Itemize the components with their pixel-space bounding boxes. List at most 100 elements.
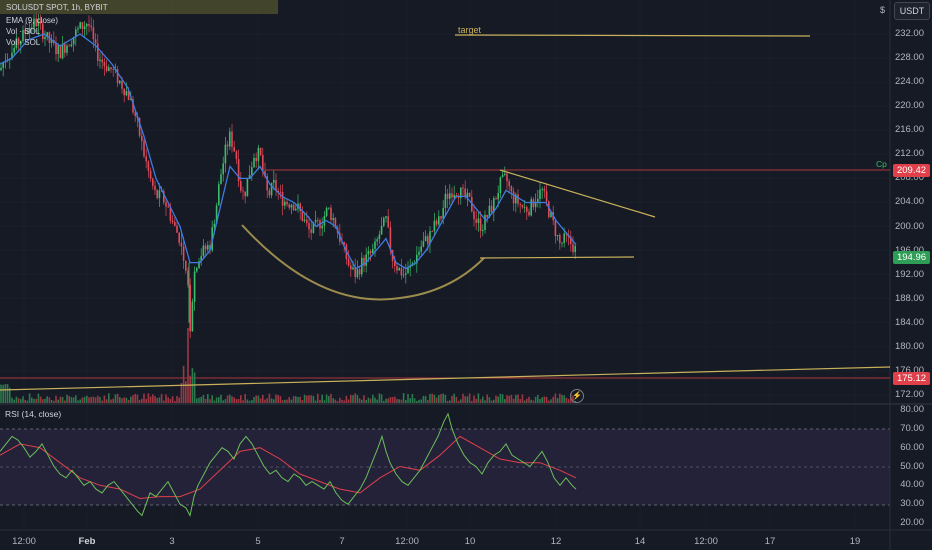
volume-legend-2[interactable]: Vol · SOL bbox=[6, 38, 41, 47]
volume-bar bbox=[4, 384, 7, 403]
volume-bar bbox=[240, 395, 242, 403]
candle-body bbox=[407, 267, 409, 274]
volume-bar bbox=[154, 396, 156, 403]
candle-body bbox=[97, 43, 99, 61]
target-annotation: target bbox=[458, 25, 482, 35]
candle-body bbox=[530, 199, 532, 216]
candle-body bbox=[207, 245, 209, 250]
candle-body bbox=[119, 80, 121, 84]
volume-bar bbox=[257, 395, 260, 403]
candle-body bbox=[332, 218, 334, 220]
volume-bar bbox=[37, 393, 40, 403]
candle-body bbox=[75, 29, 77, 37]
volume-bar bbox=[198, 397, 200, 403]
volume-bar bbox=[44, 398, 46, 403]
volume-bar bbox=[321, 394, 323, 403]
candles bbox=[0, 11, 576, 339]
candle-body bbox=[88, 24, 90, 26]
volume-bar bbox=[499, 393, 502, 403]
volume-bar bbox=[400, 399, 403, 403]
candle-body bbox=[519, 203, 521, 205]
ema-legend[interactable]: EMA (9, close) bbox=[6, 16, 59, 25]
volume-bar bbox=[185, 381, 187, 403]
candle-body bbox=[347, 258, 350, 266]
currency-button[interactable]: USDT bbox=[894, 2, 930, 20]
candle-body bbox=[268, 190, 271, 196]
candle-body bbox=[244, 191, 246, 197]
candle-body bbox=[70, 44, 73, 47]
candle-body bbox=[224, 144, 227, 164]
volume-bar bbox=[233, 397, 235, 403]
volume-bar bbox=[178, 397, 180, 403]
volume-bar bbox=[422, 395, 425, 403]
volume-legend-1[interactable]: Vol · SOL bbox=[6, 27, 41, 36]
volume-bar bbox=[70, 397, 73, 403]
volume-bar bbox=[213, 400, 216, 403]
volume-bar bbox=[545, 396, 548, 403]
candle-body bbox=[510, 186, 513, 192]
time-axis-label: 14 bbox=[634, 536, 646, 547]
candle-body bbox=[526, 207, 528, 212]
candle-body bbox=[284, 201, 286, 206]
descending-trendline-drawing[interactable] bbox=[499, 169, 656, 218]
candle-body bbox=[310, 229, 312, 233]
candle-body bbox=[422, 241, 425, 247]
volume-bar bbox=[376, 399, 378, 403]
volume-bar bbox=[215, 397, 218, 403]
volume-bar bbox=[242, 400, 244, 403]
volume-bar bbox=[273, 399, 275, 403]
volume-bar bbox=[35, 398, 37, 403]
volume-bar bbox=[105, 399, 108, 403]
candle-body bbox=[508, 181, 510, 187]
volume-bar bbox=[501, 394, 504, 403]
volume-bar bbox=[345, 395, 348, 403]
candle-body bbox=[213, 223, 216, 228]
candle-body bbox=[66, 45, 68, 53]
candle-body bbox=[420, 246, 422, 252]
neckline-drawing[interactable] bbox=[479, 256, 635, 259]
volume-bar bbox=[482, 396, 484, 403]
volume-bar bbox=[13, 399, 15, 403]
target-line-drawing[interactable] bbox=[454, 34, 811, 37]
volume-bar bbox=[79, 399, 81, 403]
volume-bar bbox=[6, 384, 9, 403]
volume-bar bbox=[103, 395, 106, 403]
volume-bar bbox=[281, 400, 284, 403]
rsi-axis-label: 70.00 bbox=[900, 422, 924, 434]
volume-bar bbox=[9, 387, 11, 403]
lightning-icon[interactable]: ⚡ bbox=[570, 389, 584, 403]
candle-body bbox=[149, 170, 152, 179]
time-axis-label: 5 bbox=[255, 536, 261, 547]
candle-body bbox=[376, 239, 378, 242]
candle-body bbox=[457, 196, 460, 199]
candle-body bbox=[512, 191, 515, 204]
rsi-axis-label: 80.00 bbox=[900, 404, 924, 415]
volume-bar bbox=[163, 400, 165, 403]
ascending-trendline-drawing[interactable] bbox=[0, 366, 891, 391]
candle-body bbox=[523, 207, 526, 208]
candle-body bbox=[352, 267, 354, 270]
candle-body bbox=[440, 216, 442, 219]
candle-body bbox=[134, 112, 136, 116]
candle-body bbox=[127, 90, 130, 100]
time-axis-label: 12:00 bbox=[395, 536, 419, 547]
candle-body bbox=[90, 25, 92, 28]
cup-arc-drawing[interactable] bbox=[241, 224, 485, 301]
volume-bar bbox=[158, 397, 161, 403]
candle-body bbox=[42, 23, 44, 40]
volume-bar bbox=[288, 397, 290, 403]
rsi-axis-label: 50.00 bbox=[900, 460, 924, 472]
volume-bar bbox=[449, 400, 451, 403]
volume-bar bbox=[438, 394, 440, 403]
candle-body bbox=[156, 189, 158, 199]
candle-body bbox=[446, 193, 449, 199]
rsi-legend[interactable]: RSI (14, close) bbox=[5, 409, 62, 419]
candle-body bbox=[35, 18, 37, 27]
symbol-legend[interactable]: SOLUSDT SPOT, 1h, BYBIT bbox=[6, 3, 108, 12]
price-axis-label: 204.00 bbox=[894, 196, 924, 208]
candle-body bbox=[116, 69, 119, 84]
volume-bar bbox=[341, 399, 343, 403]
candle-body bbox=[110, 67, 112, 70]
volume-bar bbox=[81, 397, 84, 403]
